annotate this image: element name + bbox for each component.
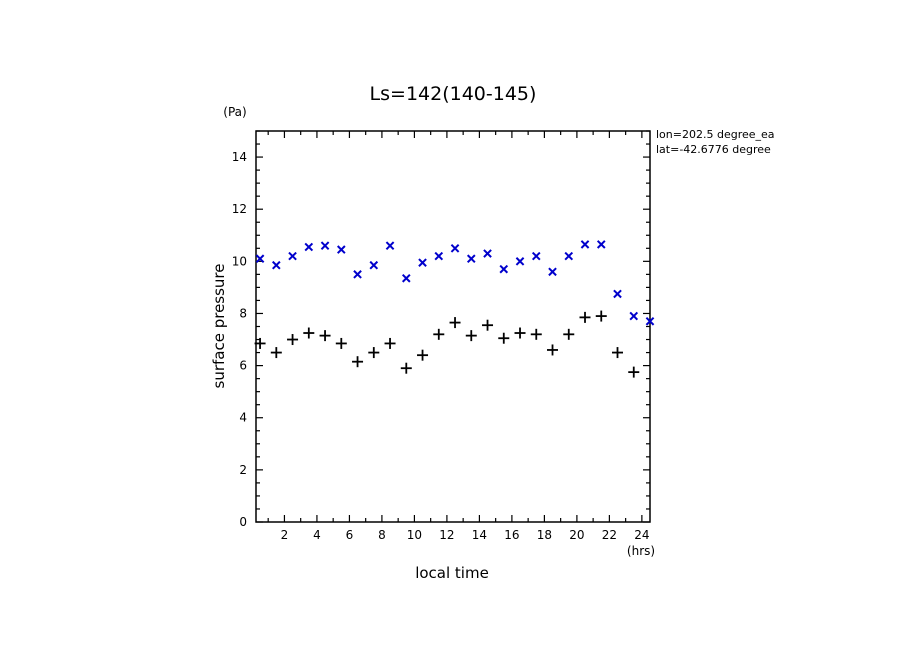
x-tick-label: 8	[378, 528, 386, 542]
data-point	[255, 254, 265, 264]
data-point	[433, 328, 445, 340]
x-tick-label: 14	[472, 528, 487, 542]
y-axis-label: surface pressure	[210, 264, 228, 389]
annotation-lon: lon=202.5 degree_ea	[656, 128, 775, 141]
y-tick-label: 14	[232, 150, 247, 164]
data-point	[449, 317, 461, 329]
x-tick-label: 22	[602, 528, 617, 542]
x-tick-label: 2	[281, 528, 289, 542]
data-point	[287, 334, 299, 346]
data-point	[531, 251, 541, 261]
data-point	[628, 366, 640, 378]
data-point	[400, 362, 412, 374]
data-point	[645, 316, 655, 326]
data-point	[547, 344, 559, 356]
data-point	[303, 327, 315, 339]
plot-frame	[255, 130, 651, 523]
data-point	[499, 264, 509, 274]
x-tick-label: 6	[346, 528, 354, 542]
annotation-lat: lat=-42.6776 degree	[656, 143, 771, 156]
data-point	[369, 260, 379, 270]
y-tick-label: 0	[239, 515, 247, 529]
data-point	[352, 356, 364, 368]
data-point	[498, 332, 510, 344]
y-tick-label: 8	[239, 306, 247, 320]
data-point	[579, 311, 591, 323]
data-point	[385, 241, 395, 251]
data-point	[384, 337, 396, 349]
data-point	[417, 349, 429, 361]
data-point	[515, 257, 525, 266]
x-axis-label: local time	[415, 564, 489, 582]
data-point	[612, 347, 624, 359]
y-tick-label: 6	[239, 359, 247, 373]
x-tick-label: 16	[504, 528, 519, 542]
data-point	[434, 251, 444, 261]
data-point	[483, 249, 492, 258]
data-point	[514, 327, 526, 339]
x-tick-label: 10	[407, 528, 422, 542]
data-point	[335, 337, 347, 349]
data-point	[596, 240, 606, 249]
data-point	[548, 267, 557, 277]
x-tick-label: 4	[313, 528, 321, 542]
x-unit-label: (hrs)	[627, 544, 655, 558]
data-point	[465, 330, 477, 342]
y-tick-label: 4	[239, 411, 247, 425]
data-point	[304, 242, 314, 252]
y-unit-label: (Pa)	[223, 105, 246, 119]
data-points	[254, 240, 655, 378]
data-point	[368, 347, 380, 359]
data-point	[482, 319, 494, 331]
data-point	[530, 328, 542, 340]
data-point	[272, 260, 281, 270]
chart-title: Ls=142(140-145)	[370, 83, 537, 105]
x-tick-label: 18	[537, 528, 552, 542]
data-point	[580, 240, 590, 249]
x-tick-label: 20	[569, 528, 584, 542]
data-point	[450, 243, 460, 253]
y-tick-label: 12	[232, 202, 247, 216]
data-point	[320, 241, 330, 251]
y-tick-label: 2	[239, 463, 247, 477]
data-point	[629, 311, 639, 321]
data-point	[595, 310, 607, 322]
data-point	[564, 251, 574, 261]
data-point	[270, 347, 282, 359]
x-tick-label: 12	[439, 528, 454, 542]
data-point	[336, 245, 346, 254]
data-point	[466, 254, 476, 264]
data-point	[401, 273, 411, 283]
data-point	[563, 328, 575, 340]
x-tick-label: 24	[634, 528, 649, 542]
data-point	[353, 270, 362, 279]
data-point	[418, 258, 427, 267]
data-point	[613, 289, 622, 299]
data-point	[319, 330, 331, 342]
y-tick-label: 10	[232, 254, 247, 268]
data-point	[254, 337, 266, 349]
data-point	[288, 251, 297, 261]
